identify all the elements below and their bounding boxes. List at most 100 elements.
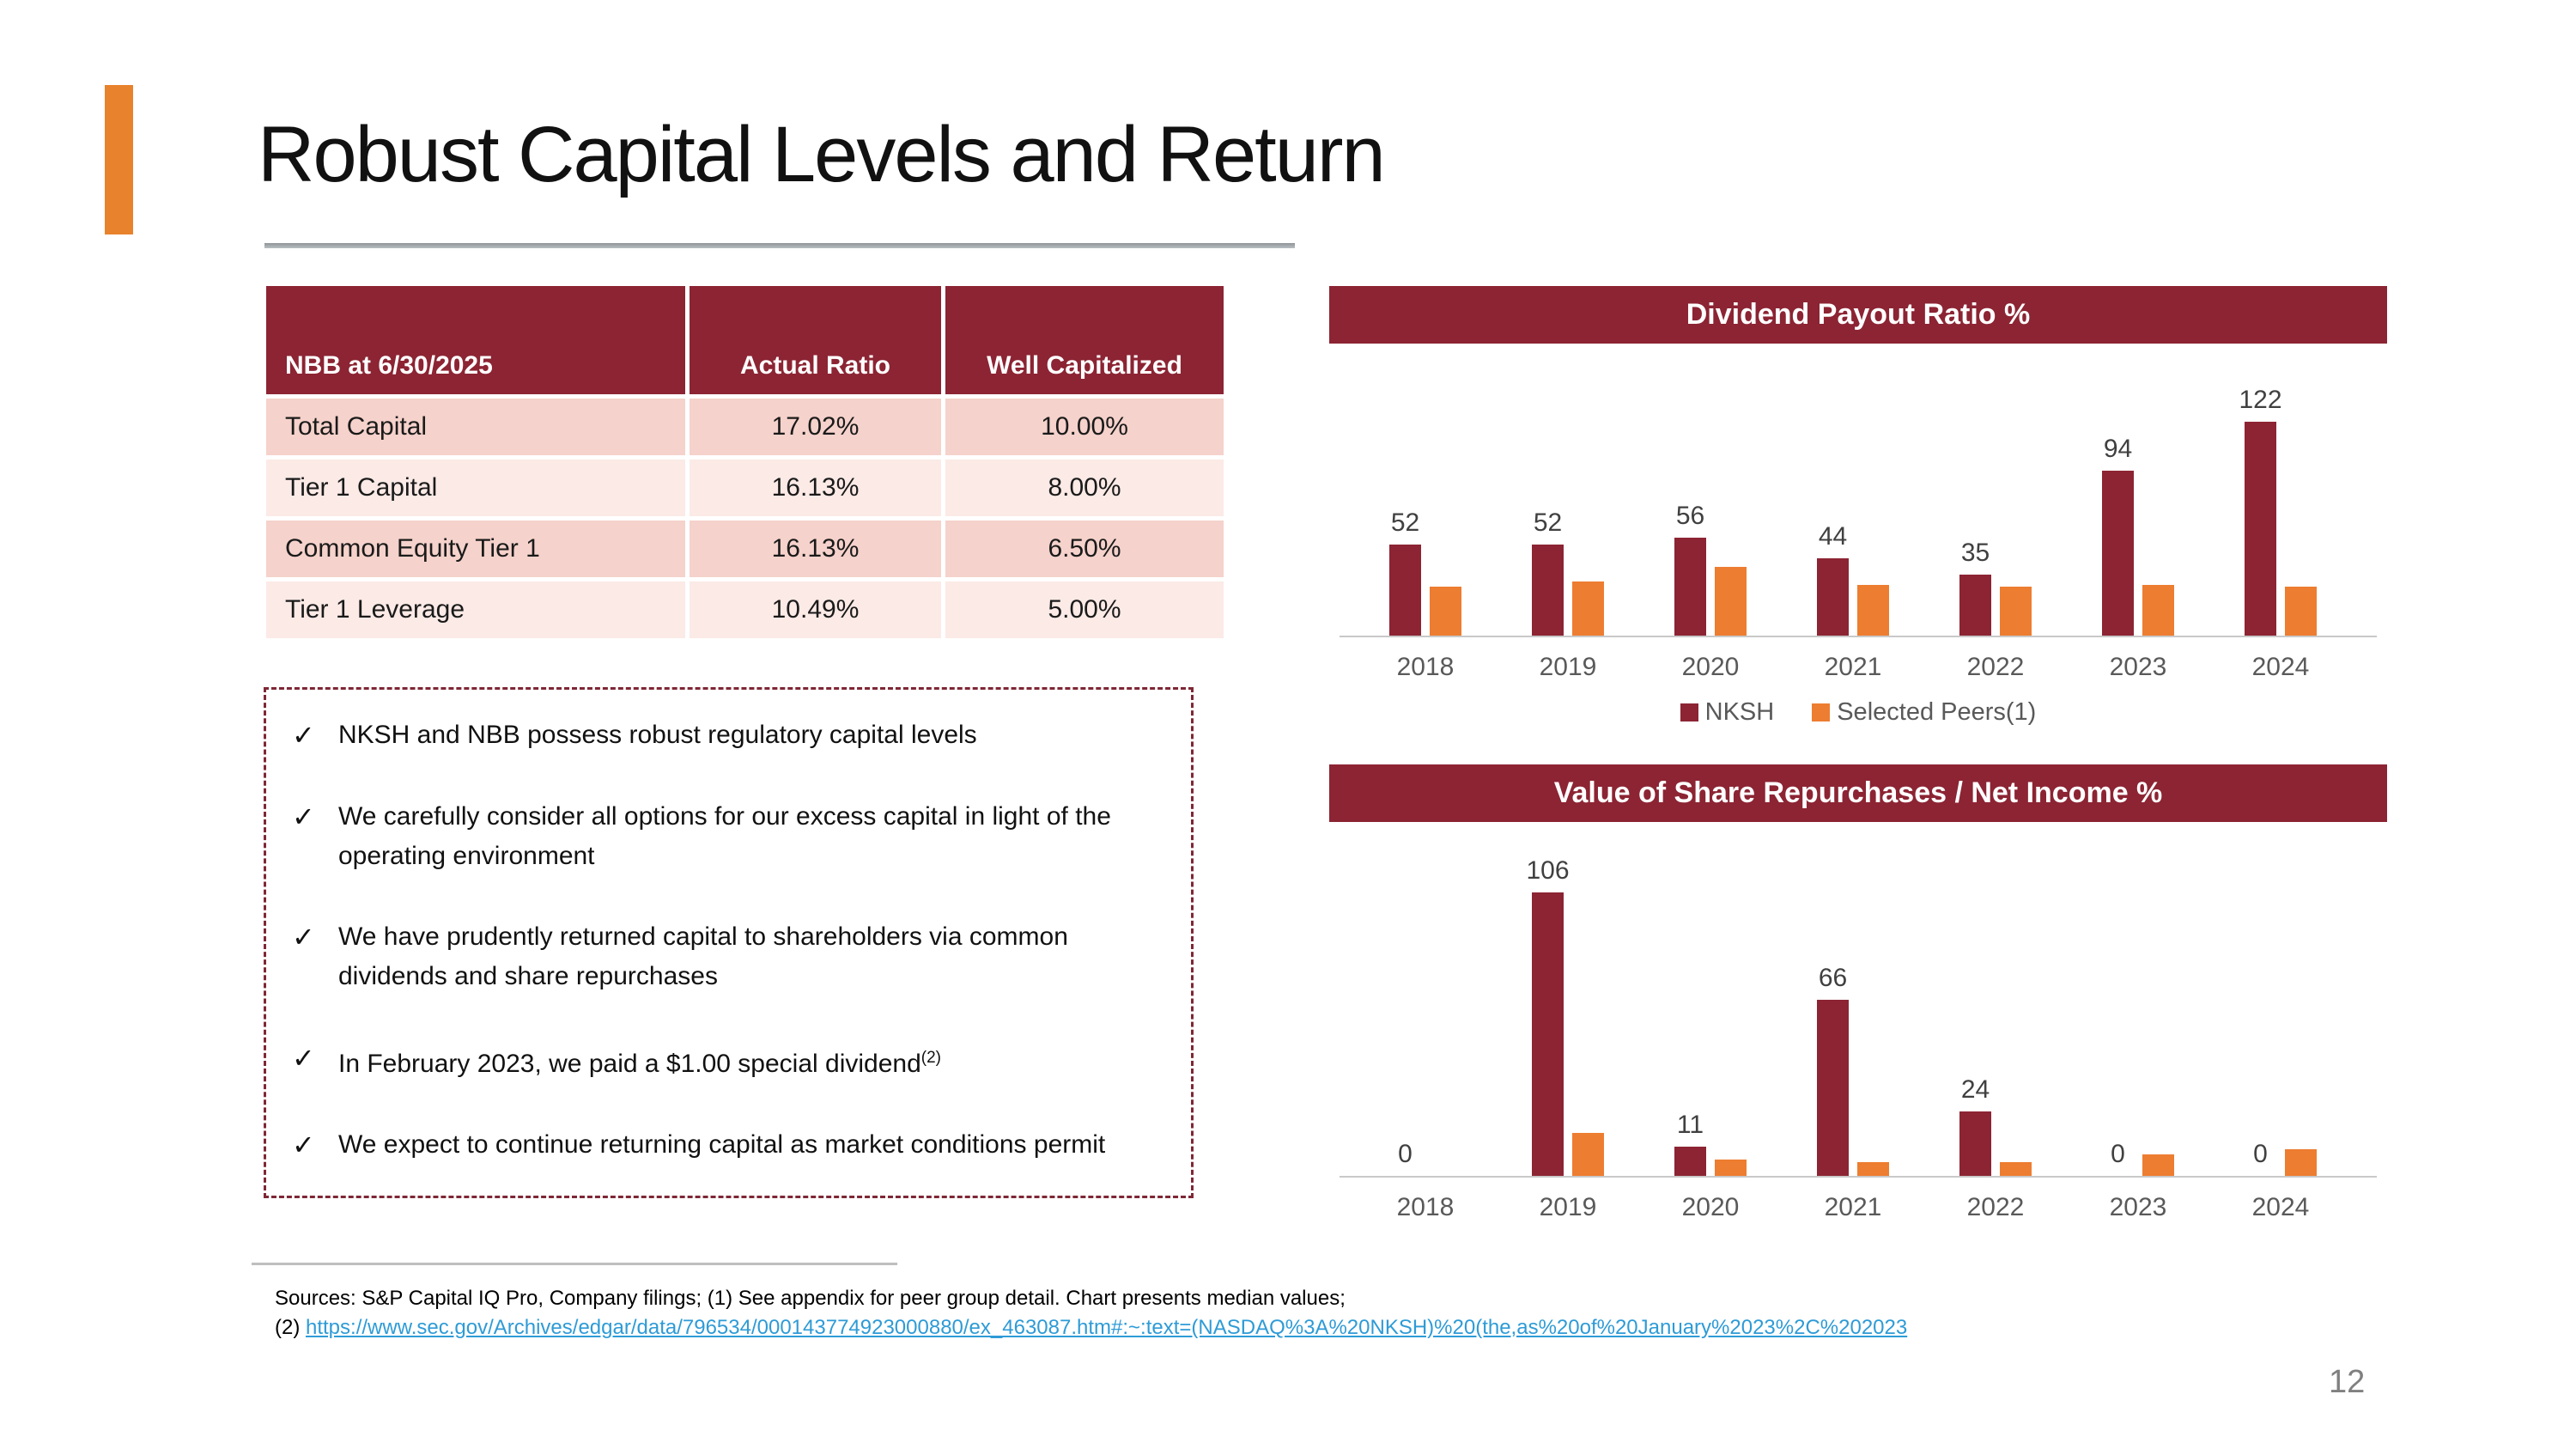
checklist-item: ✓ We have prudently returned capital to s… <box>292 917 1162 996</box>
sources-line2-prefix: (2) <box>275 1316 306 1339</box>
checklist-item-text: We carefully consider all options for ou… <box>338 801 1111 870</box>
data-label: 56 <box>1675 502 1705 530</box>
table-cell: 5.00% <box>945 581 1224 638</box>
x-axis-label: 2020 <box>1681 1193 1740 1221</box>
data-label: 52 <box>1390 508 1420 537</box>
bar-nksh-2024 <box>2245 422 2276 636</box>
table-cell: 16.13% <box>690 460 941 516</box>
legend-label: Selected Peers(1) <box>1837 698 2037 726</box>
bar-selected-peers-1--2022 <box>2000 1162 2032 1176</box>
bar-selected-peers-1--2024 <box>2285 587 2317 636</box>
checklist-item-text: NKSH and NBB possess robust regulatory c… <box>338 721 977 749</box>
chart-legend: NKSH Selected Peers(1) <box>1329 698 2387 727</box>
table-cell: Tier 1 Capital <box>266 460 685 516</box>
x-axis-label: 2019 <box>1539 653 1597 681</box>
checklist-item: ✓ We expect to continue returning capital… <box>292 1125 1162 1165</box>
bar-selected-peers-1--2023 <box>2142 1154 2174 1176</box>
x-axis-label: 2023 <box>2109 653 2167 681</box>
bar-selected-peers-1--2018 <box>1430 587 1461 636</box>
sources-divider <box>252 1263 897 1265</box>
page-title: Robust Capital Levels and Return <box>258 111 1386 198</box>
bar-nksh-2018 <box>1389 545 1421 636</box>
legend-swatch-icon <box>1812 703 1831 721</box>
bar-nksh-2020 <box>1674 1147 1706 1176</box>
legend-item: Selected Peers(1) <box>1812 698 2036 727</box>
data-label: 0 <box>2111 1140 2125 1168</box>
chart-title-bar: Dividend Payout Ratio % <box>1329 286 2387 344</box>
table-cell: 10.00% <box>945 399 1224 455</box>
checkmark-icon: ✓ <box>292 1042 315 1074</box>
bar-selected-peers-1--2022 <box>2000 587 2032 636</box>
bar-selected-peers-1--2024 <box>2285 1149 2317 1176</box>
accent-bar <box>105 85 133 234</box>
table-cell: Tier 1 Leverage <box>266 581 685 638</box>
checklist-item: ✓ In February 2023, we paid a $1.00 speci… <box>292 1038 1162 1084</box>
data-label: 52 <box>1533 508 1563 537</box>
bar-nksh-2019 <box>1532 892 1564 1176</box>
bar-selected-peers-1--2019 <box>1572 581 1604 636</box>
bar-selected-peers-1--2023 <box>2142 585 2174 636</box>
checklist-item-text: We expect to continue returning capital … <box>338 1130 1106 1159</box>
sec-filing-link[interactable]: https://www.sec.gov/Archives/edgar/data/… <box>306 1316 1908 1339</box>
checklist-item-text: We have prudently returned capital to sh… <box>338 922 1068 990</box>
x-axis-label: 2024 <box>2251 653 2310 681</box>
bar-selected-peers-1--2020 <box>1715 567 1747 636</box>
x-axis-label: 2023 <box>2109 1193 2167 1221</box>
bar-selected-peers-1--2019 <box>1572 1133 1604 1176</box>
table-cell: 8.00% <box>945 460 1224 516</box>
chart-title: Dividend Payout Ratio % <box>1686 298 2031 331</box>
page-number: 12 <box>2329 1364 2366 1400</box>
bar-nksh-2023 <box>2102 471 2134 636</box>
table-header-cell: Well Capitalized <box>945 286 1224 394</box>
bar-nksh-2021 <box>1817 1000 1849 1176</box>
legend-item: NKSH <box>1680 698 1775 727</box>
table-cell: 6.50% <box>945 521 1224 577</box>
x-axis-label: 2021 <box>1824 1193 1882 1221</box>
checkmark-icon: ✓ <box>292 1129 315 1160</box>
chart-plot-area: 0 2018 106 2019 11 2020 66 2021 24 2022 0 2023 0 2024 <box>1340 822 2377 1221</box>
x-axis-label: 2021 <box>1824 653 1882 681</box>
table-cell: 10.49% <box>690 581 941 638</box>
footnote-superscript: (2) <box>920 1048 942 1067</box>
bar-selected-peers-1--2020 <box>1715 1160 1747 1176</box>
x-axis-label: 2019 <box>1539 1193 1597 1221</box>
data-label: 11 <box>1676 1111 1704 1139</box>
checkmark-icon: ✓ <box>292 720 315 751</box>
checklist-item: ✓ We carefully consider all options for o… <box>292 797 1162 876</box>
table-header-cell: NBB at 6/30/2025 <box>266 286 685 394</box>
chart-title-bar: Value of Share Repurchases / Net Income … <box>1329 764 2387 822</box>
bar-selected-peers-1--2021 <box>1857 1162 1889 1176</box>
data-label: 0 <box>1398 1140 1413 1168</box>
sources-line1: Sources: S&P Capital IQ Pro, Company fil… <box>275 1287 1346 1310</box>
checkmark-icon: ✓ <box>292 801 315 832</box>
checklist-item: ✓ NKSH and NBB possess robust regulatory … <box>292 715 1162 755</box>
title-divider <box>264 243 1295 248</box>
share-repurchase-chart: Value of Share Repurchases / Net Income … <box>1329 764 2387 1245</box>
legend-swatch-icon <box>1680 703 1698 721</box>
sources-line2: (2) https://www.sec.gov/Archives/edgar/d… <box>275 1316 1907 1340</box>
bar-nksh-2022 <box>1959 1111 1991 1176</box>
x-axis-label: 2024 <box>2251 1193 2310 1221</box>
x-axis-label: 2022 <box>1966 1193 2025 1221</box>
table-cell: 17.02% <box>690 399 941 455</box>
x-axis-label: 2018 <box>1396 653 1455 681</box>
legend-label: NKSH <box>1704 698 1775 726</box>
capital-ratio-table: NBB at 6/30/2025 Actual Ratio Well Capital… <box>266 286 1224 638</box>
data-label: 66 <box>1818 964 1848 992</box>
table-cell: 16.13% <box>690 521 941 577</box>
bar-selected-peers-1--2021 <box>1857 585 1889 636</box>
chart-title: Value of Share Repurchases / Net Income … <box>1553 776 2163 809</box>
bar-nksh-2019 <box>1532 545 1564 636</box>
checkmark-icon: ✓ <box>292 922 315 953</box>
data-label: 122 <box>2239 386 2282 414</box>
x-axis-label: 2018 <box>1396 1193 1455 1221</box>
data-label: 35 <box>1960 539 1990 567</box>
x-axis-label: 2022 <box>1966 653 2025 681</box>
data-label: 106 <box>1526 856 1570 885</box>
bar-nksh-2020 <box>1674 538 1706 636</box>
x-axis-line <box>1340 1176 2377 1178</box>
x-axis-line <box>1340 636 2377 637</box>
capital-checklist-box: ✓ NKSH and NBB possess robust regulatory … <box>264 687 1194 1198</box>
bar-nksh-2022 <box>1959 575 1991 636</box>
x-axis-label: 2020 <box>1681 653 1740 681</box>
